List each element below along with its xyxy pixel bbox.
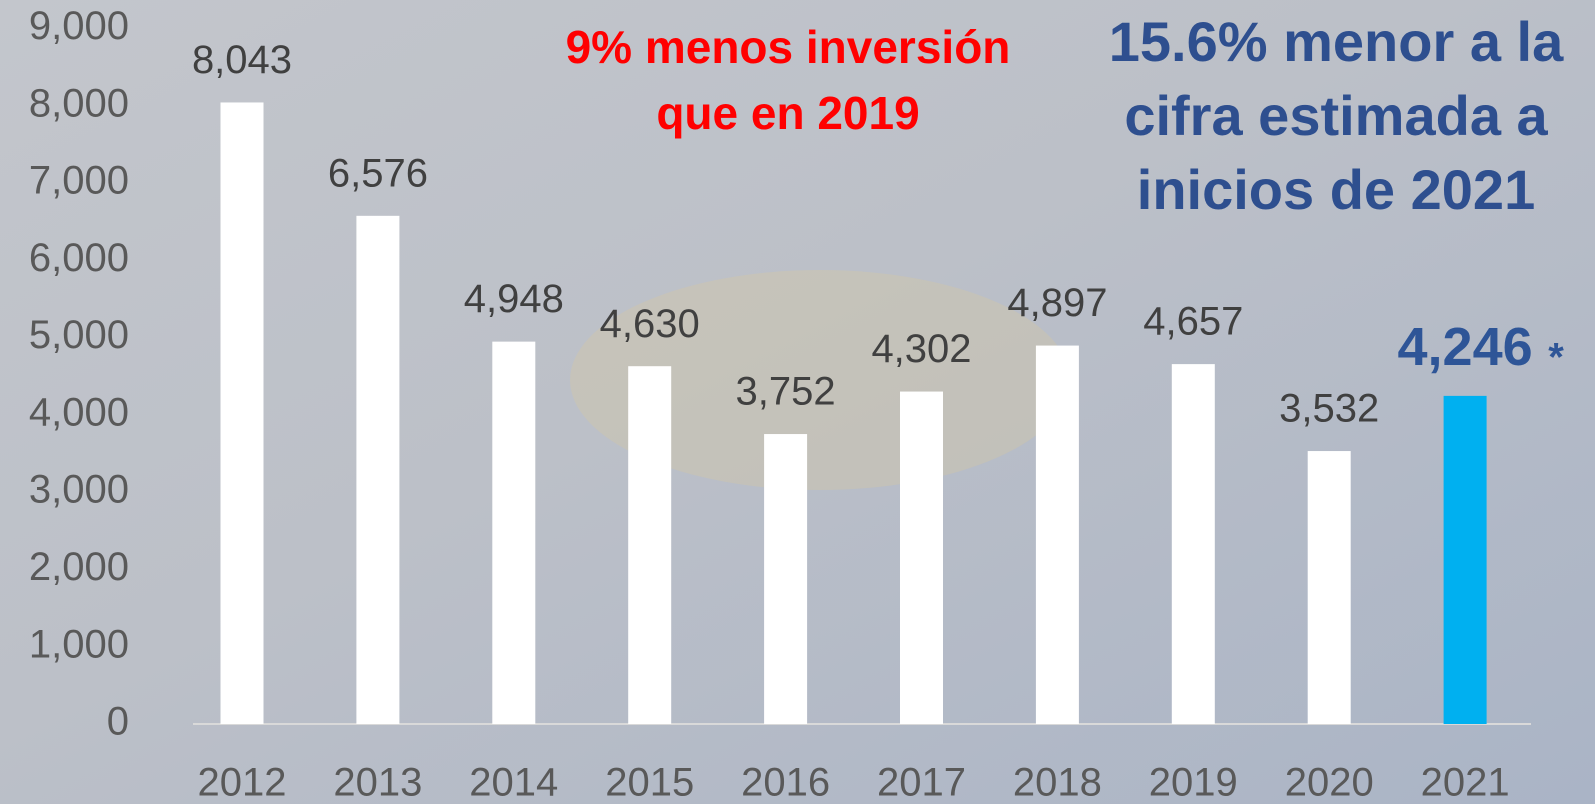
y-tick-label: 0 (107, 700, 129, 744)
value-label: 4,246 (1398, 317, 1533, 377)
x-tick-label: 2018 (1013, 761, 1102, 804)
annotation: 15.6% menor a la (1109, 10, 1564, 73)
bar (356, 215, 400, 724)
y-tick-label: 4,000 (29, 390, 129, 434)
annotation: 9% menos inversión (566, 21, 1011, 73)
y-tick-label: 5,000 (29, 313, 129, 357)
bar (1171, 364, 1215, 724)
bar (764, 434, 808, 724)
y-tick-label: 1,000 (29, 622, 129, 666)
value-label: 4,948 (464, 277, 564, 321)
y-tick-label: 3,000 (29, 468, 129, 512)
value-label: 6,576 (328, 151, 428, 195)
value-label: 4,630 (600, 302, 700, 346)
x-tick-label: 2014 (469, 761, 558, 804)
annotation: cifra estimada a (1124, 84, 1548, 147)
x-tick-label: 2013 (333, 761, 422, 804)
bar (220, 102, 264, 724)
bar (1307, 451, 1351, 724)
value-label: 4,302 (871, 327, 971, 371)
value-label: 3,532 (1279, 387, 1379, 431)
value-label: 4,897 (1007, 281, 1107, 325)
x-tick-label: 2012 (198, 761, 287, 804)
annotation: que en 2019 (656, 87, 919, 139)
x-tick-label: 2016 (741, 761, 830, 804)
value-label: 4,657 (1143, 300, 1243, 344)
x-tick-label: 2015 (605, 761, 694, 804)
y-tick-label: 9,000 (29, 4, 129, 48)
bar (628, 366, 672, 724)
value-label: 3,752 (736, 370, 836, 414)
x-tick-label: 2019 (1149, 761, 1238, 804)
y-tick-label: 7,000 (29, 159, 129, 203)
x-tick-label: 2020 (1285, 761, 1374, 804)
annotation: inicios de 2021 (1137, 158, 1535, 221)
bar (492, 341, 536, 724)
y-tick-label: 2,000 (29, 545, 129, 589)
background-shape (570, 270, 1070, 490)
bar (900, 391, 943, 724)
y-tick-label: 6,000 (29, 236, 129, 280)
highlight-mark: * (1548, 335, 1564, 379)
value-label: 8,043 (192, 38, 292, 82)
x-tick-label: 2021 (1421, 761, 1510, 804)
y-tick-label: 8,000 (29, 81, 129, 125)
x-tick-label: 2017 (877, 761, 966, 804)
bar (1443, 395, 1487, 724)
bar (1035, 345, 1079, 724)
